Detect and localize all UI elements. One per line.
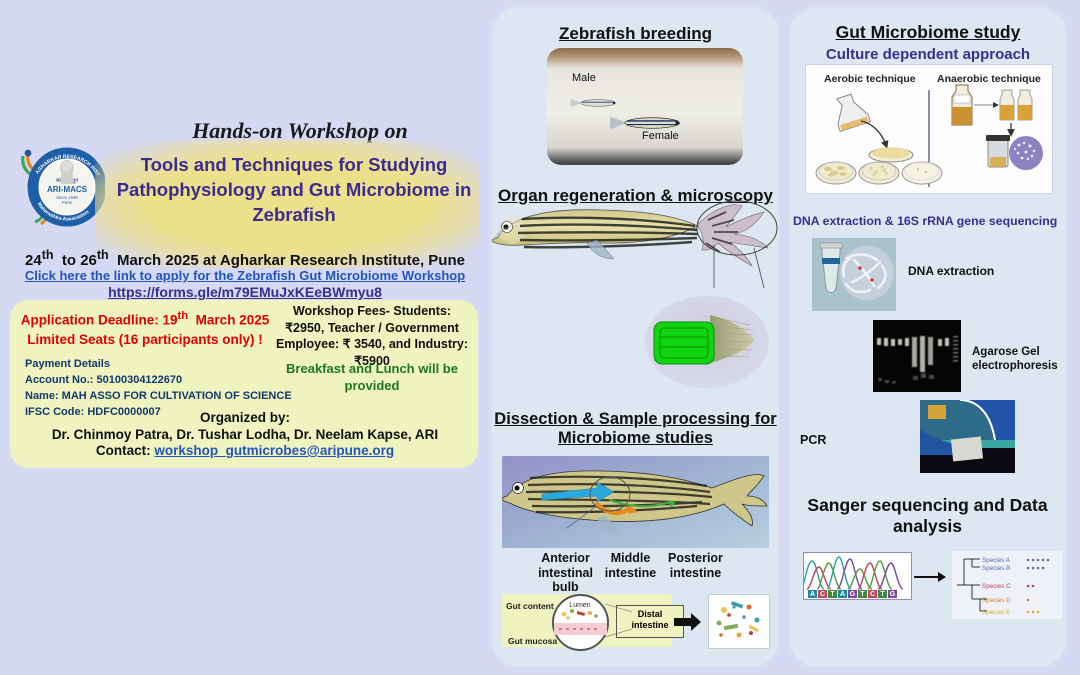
svg-text:A: A [840,591,845,598]
svg-text:Pune: Pune [62,200,73,205]
svg-text:C: C [820,591,825,598]
svg-text:T: T [860,591,865,598]
svg-text:C: C [870,591,875,598]
svg-text:Species A: Species A [982,557,1011,564]
svg-text:A: A [810,591,815,598]
svg-text:G: G [890,591,896,598]
svg-text:Species E: Species E [982,609,1010,616]
svg-text:G: G [850,591,856,598]
svg-text:Species C: Species C [982,583,1011,590]
svg-text:T: T [880,591,885,598]
svg-text:Species B: Species B [982,565,1010,572]
svg-text:T: T [830,591,835,598]
svg-text:ARI-MACS: ARI-MACS [47,185,88,194]
svg-text:Species D: Species D [982,597,1011,604]
